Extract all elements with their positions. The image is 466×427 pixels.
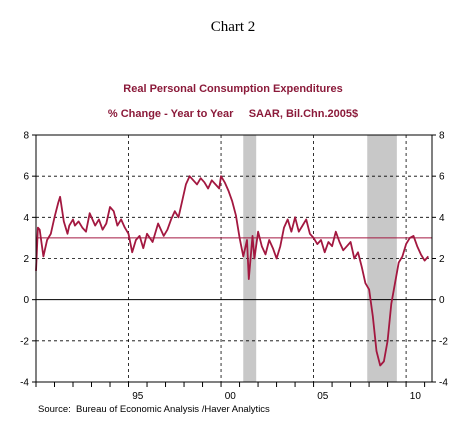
axes: -4 -4-2 -20 02 24 46 68 895 00 05 10 — [20, 131, 448, 403]
series-line-pce-yoy — [35, 175, 429, 367]
chart-subtitle: % Change - Year to Year SAAR, Bil.Chn.20… — [108, 108, 358, 120]
y-tick-label-right: -4 — [439, 378, 448, 389]
y-tick-label-right: 4 — [439, 213, 445, 224]
y-tick-label-right: -2 — [439, 336, 448, 347]
y-tick-label-left: 8 — [23, 131, 29, 142]
y-tick-label-left: 0 — [23, 295, 29, 306]
x-tick-label: 10 — [410, 391, 422, 402]
y-tick-label-right: 8 — [439, 131, 445, 142]
x-tick-label: 05 — [317, 391, 329, 402]
y-tick-label-right: 2 — [439, 254, 445, 265]
gridlines — [36, 135, 432, 382]
y-tick-label-left: -2 — [20, 336, 29, 347]
chart-title: Real Personal Consumption Expenditures — [123, 83, 342, 95]
series-layer — [35, 175, 429, 367]
y-tick-label-right: 0 — [439, 295, 445, 306]
source-note: Source: Bureau of Economic Analysis /Hav… — [38, 404, 270, 415]
y-tick-label-left: 4 — [23, 213, 29, 224]
x-tick-label: 95 — [132, 391, 144, 402]
y-tick-label-left: 6 — [23, 172, 29, 183]
chart-header: Chart 2 — [211, 19, 256, 35]
y-tick-label-right: 6 — [439, 172, 445, 183]
x-tick-label: 00 — [225, 391, 237, 402]
y-tick-label-left: 2 — [23, 254, 29, 265]
y-tick-label-left: -4 — [20, 378, 29, 389]
reference-lines — [36, 237, 432, 301]
